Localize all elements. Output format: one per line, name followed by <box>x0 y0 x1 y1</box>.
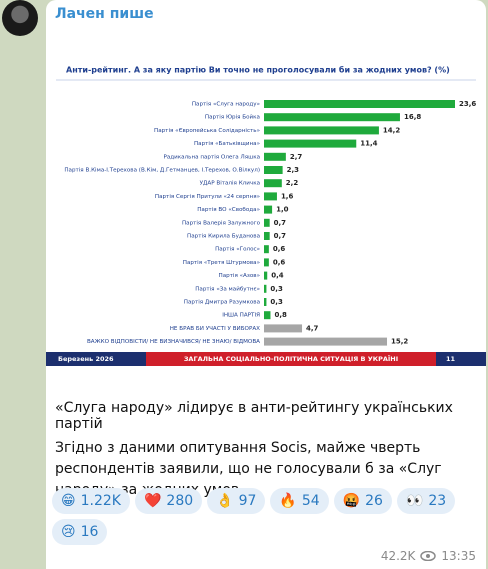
post-headline: «Слуга народу» лідирує в анти-рейтингу у… <box>55 400 453 432</box>
reaction-emoji: 🔥 <box>279 493 297 509</box>
reactions: 😁 1.22K ❤️ 280 👌 97 🔥 54 🤬 26 👀 23 😢 16 <box>52 488 482 545</box>
reaction-emoji: 😢 <box>61 524 76 540</box>
reaction-count: 54 <box>301 493 320 509</box>
reaction[interactable]: 😢 16 <box>52 519 108 545</box>
reaction-count: 23 <box>428 493 447 509</box>
category-label: Партія Кирила Буданова <box>187 234 260 240</box>
category-label: Партія «За майбутнє» <box>195 285 260 292</box>
category-label: Партія «Батьківщина» <box>194 141 260 147</box>
category-label: Партія «Європейська Солідарність» <box>154 127 260 134</box>
bar <box>264 152 286 161</box>
bar <box>264 245 269 254</box>
category-label: НЕ БРАВ БИ УЧАСТІ У ВИБОРАХ <box>170 326 260 332</box>
reaction-emoji: 👀 <box>405 493 424 509</box>
value-label: 14,2 <box>383 126 400 134</box>
footer-date: Березень 2026 <box>58 355 114 363</box>
category-label: Партія «Третя Штурмова» <box>183 260 260 266</box>
bar <box>264 324 303 333</box>
value-label: 2,3 <box>287 166 300 174</box>
reaction-emoji: 👌 <box>216 493 234 509</box>
reaction[interactable]: 😁 1.22K <box>52 488 130 514</box>
bar <box>264 139 357 148</box>
category-label: УДАР Віталія Кличка <box>200 181 260 187</box>
bar <box>264 258 269 267</box>
value-label: 0,7 <box>274 232 287 240</box>
reaction-emoji: ❤️ <box>143 493 162 509</box>
bar <box>264 192 277 201</box>
category-label: Партія Юрія Бойка <box>205 114 260 121</box>
views: 42.2K <box>380 549 416 563</box>
category-label: Партія Дмитра Разумкова <box>184 300 260 306</box>
footer-page: 11 <box>446 355 456 363</box>
channel-avatar[interactable] <box>2 0 38 36</box>
category-label: Радикальна партія Олега Ляшка <box>164 154 261 160</box>
value-label: 2,2 <box>286 179 299 187</box>
bar <box>264 218 270 227</box>
bar <box>264 113 400 122</box>
value-label: 0,6 <box>273 245 286 253</box>
bar <box>264 284 267 293</box>
eye-icon <box>420 551 437 561</box>
value-label: 4,7 <box>306 324 319 332</box>
reaction[interactable]: 👌 97 <box>207 488 266 514</box>
category-label: Партія В.Кіма-І.Терехова (В.Кім, Д.Гетма… <box>64 168 260 174</box>
reaction-count: 97 <box>238 493 257 509</box>
bar <box>264 271 268 280</box>
message-bubble: Лачен пише Анти-рейтинг. А за яку партію… <box>46 0 486 569</box>
footer-red <box>146 352 436 366</box>
footer-text: ЗАГАЛЬНА СОЦІАЛЬНО-ПОЛІТИЧНА СИТУАЦІЯ В … <box>184 354 398 363</box>
value-label: 1,0 <box>276 206 289 214</box>
bar <box>264 337 388 346</box>
bar <box>264 166 283 174</box>
value-label: 0,6 <box>273 258 286 266</box>
bar <box>264 100 455 108</box>
category-label: Партія Сергія Притули «24 серпня» <box>155 194 260 200</box>
reaction[interactable]: 🤬 26 <box>333 488 392 514</box>
value-label: 15,2 <box>391 338 408 346</box>
category-label: Партія «Голос» <box>215 247 260 253</box>
reaction[interactable]: 👀 23 <box>396 488 456 514</box>
bar <box>264 126 379 135</box>
value-label: 0,8 <box>274 311 287 319</box>
reaction-count: 1.22K <box>80 493 121 509</box>
chart-title: Анти-рейтинг. А за яку партію Ви точно н… <box>66 65 450 75</box>
value-label: 16,8 <box>404 113 421 121</box>
value-label: 11,4 <box>360 140 377 148</box>
value-label: 0,4 <box>271 272 284 280</box>
category-label: Партія «Азов» <box>218 273 260 279</box>
reaction[interactable]: 🔥 54 <box>270 488 329 514</box>
reaction-emoji: 😁 <box>61 493 76 509</box>
reaction[interactable]: ❤️ 280 <box>134 488 203 514</box>
category-label: Партія Валерія Залужного <box>182 220 261 226</box>
reaction-emoji: 🤬 <box>342 493 361 509</box>
bar <box>264 179 282 188</box>
value-label: 0,7 <box>274 219 287 227</box>
bar <box>264 298 267 306</box>
time: 13:35 <box>441 549 476 563</box>
category-label: ІНША ПАРТІЯ <box>222 313 260 319</box>
channel-name[interactable]: Лачен пише <box>55 6 154 22</box>
value-label: 1,6 <box>281 192 294 200</box>
bar <box>264 205 273 214</box>
value-label: 0,3 <box>270 298 283 306</box>
chart: Анти-рейтинг. А за яку партію Ви точно н… <box>46 30 486 370</box>
value-label: 2,7 <box>290 153 303 161</box>
value-label: 23,6 <box>459 100 476 108</box>
bar <box>264 232 270 240</box>
category-label: Партія ВО «Свобода» <box>197 207 260 213</box>
category-label: ВАЖКО ВІДПОВІСТИ/ НЕ ВИЗНАЧИВСЯ/ НЕ ЗНАЮ… <box>87 339 260 345</box>
category-label: Партія «Слуга народу» <box>192 102 260 108</box>
reaction-count: 16 <box>80 524 99 540</box>
bar <box>264 311 271 320</box>
reaction-count: 280 <box>166 493 194 509</box>
post-meta: 42.2K 13:35 <box>381 549 476 563</box>
value-label: 0,3 <box>270 285 283 293</box>
reaction-count: 26 <box>365 493 383 509</box>
